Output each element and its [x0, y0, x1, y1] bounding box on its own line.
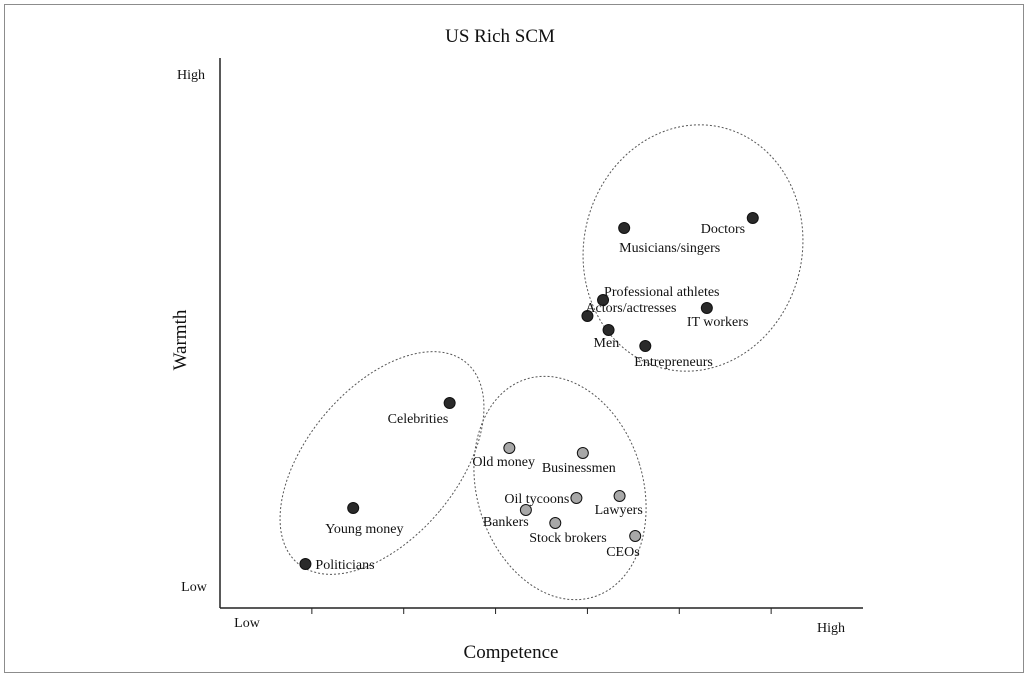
point-label-young-money: Young money — [325, 522, 403, 537]
point-young-money — [347, 502, 360, 514]
point-ceos — [629, 530, 642, 542]
point-lawyers — [613, 490, 626, 502]
cluster-ellipse-2 — [279, 351, 485, 575]
data-points: Doctors Musicians/singers Professional ath… — [299, 212, 759, 573]
point-bankers — [519, 504, 532, 516]
point-businessmen — [576, 447, 589, 459]
point-professional-athletes — [597, 294, 610, 306]
point-old-money — [503, 442, 516, 454]
point-label-celebrities: Celebrities — [388, 412, 449, 427]
point-men — [602, 324, 615, 336]
x-axis-label: Competence — [464, 642, 559, 663]
point-label-it-workers: IT workers — [687, 315, 749, 330]
point-label-musicians-singers: Musicians/singers — [619, 241, 720, 256]
point-label-politicians: Politicians — [315, 558, 374, 573]
chart-title: US Rich SCM — [445, 26, 555, 47]
point-label-businessmen: Businessmen — [542, 461, 616, 476]
point-label-men: Men — [594, 336, 620, 351]
point-it-workers — [700, 302, 713, 314]
x-tick-label-high: High — [817, 621, 845, 636]
x-tick-label-low: Low — [234, 616, 261, 631]
point-label-old-money: Old money — [472, 455, 535, 470]
point-label-doctors: Doctors — [701, 222, 745, 237]
y-tick-label-low: Low — [181, 580, 208, 595]
cluster-ellipses — [279, 124, 804, 601]
point-entrepreneurs — [639, 340, 652, 352]
point-musicians-singers — [618, 222, 631, 234]
figure-frame — [4, 4, 1024, 673]
point-actors-actresses — [581, 310, 594, 322]
point-doctors — [746, 212, 759, 224]
point-label-entrepreneurs: Entrepreneurs — [634, 355, 713, 370]
cluster-ellipse-3 — [473, 375, 647, 601]
y-tick-label-high: High — [177, 68, 205, 83]
cluster-ellipse-1 — [582, 124, 804, 372]
point-celebrities — [443, 397, 456, 409]
point-label-stock-brokers: Stock brokers — [529, 531, 606, 546]
point-label-lawyers: Lawyers — [595, 503, 643, 518]
point-label-bankers: Bankers — [483, 515, 529, 530]
point-label-actors-actresses: Actors/actresses — [585, 301, 676, 316]
axes — [219, 58, 863, 614]
point-stock-brokers — [549, 517, 562, 529]
point-politicians — [299, 558, 312, 570]
point-oil-tycoons — [570, 492, 583, 504]
point-label-ceos: CEOs — [606, 545, 639, 560]
point-label-professional-athletes: Professional athletes — [604, 285, 719, 300]
point-label-oil-tycoons: Oil tycoons — [504, 492, 569, 507]
y-axis-label: Warmth — [170, 309, 191, 370]
